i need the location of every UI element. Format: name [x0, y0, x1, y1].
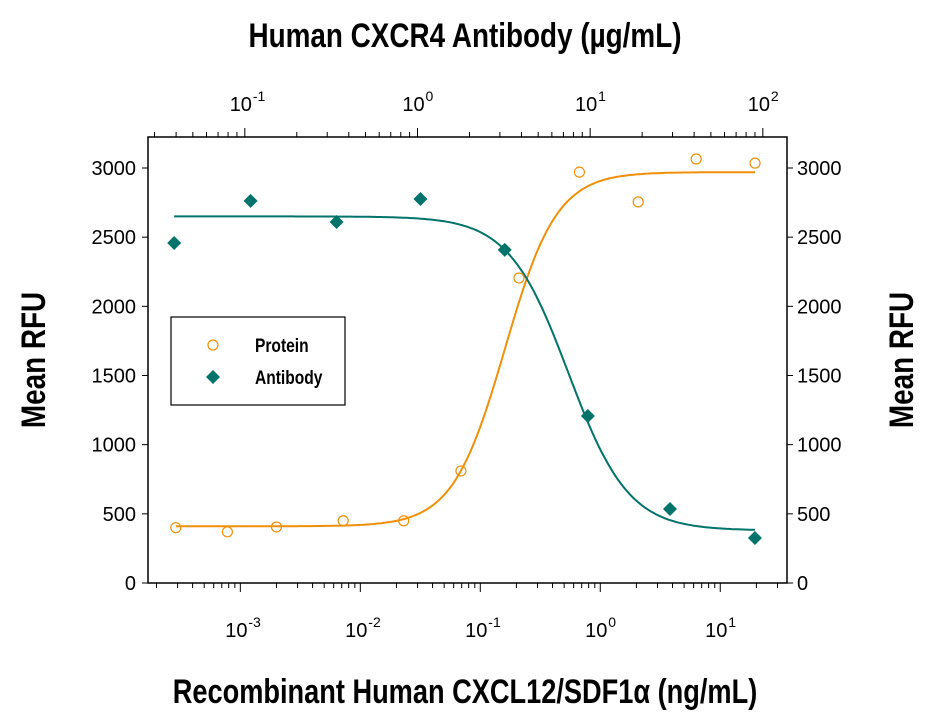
x-top-tick-label: 10	[402, 94, 424, 116]
protein-data-point	[632, 196, 644, 208]
tick-exponent: -1	[488, 614, 501, 630]
tick-exponent: 1	[598, 88, 606, 104]
x-axis-label: Recombinant Human CXCL12/SDF1α (ng/mL)	[173, 672, 758, 711]
antibody-data-point	[497, 242, 512, 257]
y-tick-label-right: 2500	[797, 227, 842, 249]
x-bottom-tick-label: 10	[585, 620, 607, 642]
antibody-data-point	[329, 214, 344, 229]
legend-antibody-label: Antibody	[255, 367, 323, 389]
tick-exponent: 0	[608, 614, 616, 630]
y-tick-label-right: 1500	[797, 366, 842, 388]
x-bottom-tick-label: 10	[345, 620, 367, 642]
plot-frame	[147, 136, 788, 584]
antibody-data-point	[167, 235, 182, 250]
protein-data-point	[170, 522, 182, 534]
protein-data-point	[337, 515, 349, 527]
y-axis-label-right: Mean RFU	[882, 292, 920, 428]
tick-exponent: 2	[771, 88, 779, 104]
y-axis-label-left: Mean RFU	[14, 292, 52, 428]
protein-data-point	[398, 515, 410, 527]
tick-exponent: 1	[728, 614, 736, 630]
antibody-data-point	[580, 409, 595, 424]
protein-data-point	[690, 153, 702, 165]
antibody-data-point	[243, 193, 258, 208]
y-tick-label-right: 500	[797, 504, 830, 526]
protein-data-point	[221, 526, 233, 538]
legend: Protein Antibody	[170, 316, 346, 406]
legend-protein-marker	[207, 339, 219, 351]
protein-fit-curve	[175, 171, 756, 528]
x-bottom-tick-label: 10	[225, 620, 247, 642]
legend-protein-label: Protein	[255, 335, 309, 357]
antibody-data-point	[747, 531, 762, 546]
tick-exponent: 0	[425, 88, 433, 104]
y-tick-label-right: 1000	[797, 435, 842, 457]
antibody-data-point	[663, 501, 678, 516]
y-tick-label-left: 0	[125, 573, 136, 595]
y-tick-label-left: 500	[103, 504, 136, 526]
tick-exponent: -1	[253, 88, 266, 104]
tick-exponent: -2	[368, 614, 381, 630]
y-tick-label-left: 2500	[92, 227, 137, 249]
y-tick-label-left: 1500	[92, 366, 137, 388]
x-bottom-tick-label: 10	[705, 620, 727, 642]
antibody-data-point	[413, 191, 428, 206]
x-top-tick-label: 10	[575, 94, 597, 116]
x-top-tick-label: 10	[748, 94, 770, 116]
protein-data-point	[573, 166, 586, 178]
y-tick-label-right: 3000	[797, 158, 842, 180]
tick-exponent: -3	[248, 614, 261, 630]
protein-data-point	[749, 157, 761, 169]
y-tick-label-right: 0	[797, 573, 808, 595]
protein-data-point	[270, 521, 283, 533]
antibody-fit-curve	[174, 215, 755, 531]
y-tick-label-left: 3000	[92, 158, 137, 180]
x-top-tick-label: 10	[230, 94, 252, 116]
protein-data-point	[455, 465, 467, 477]
y-tick-label-left: 2000	[92, 296, 137, 318]
x-bottom-tick-label: 10	[465, 620, 487, 642]
chart-title: Human CXCR4 Antibody (µg/mL)	[248, 16, 681, 54]
protein-data-point	[513, 272, 525, 284]
legend-antibody-marker	[206, 370, 220, 384]
y-tick-label-left: 1000	[92, 435, 137, 457]
y-tick-label-right: 2000	[797, 296, 842, 318]
